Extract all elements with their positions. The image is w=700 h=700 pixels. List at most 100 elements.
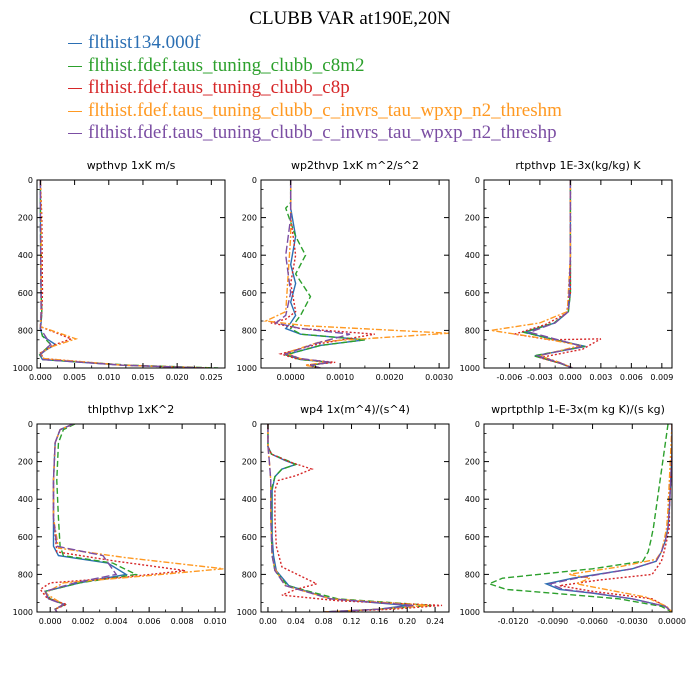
x-tick-label: 0.003 [589, 373, 612, 382]
x-tick-label: -0.003 [527, 373, 553, 382]
x-tick-label: 0.0020 [376, 373, 404, 382]
x-tick-label: -0.0060 [577, 617, 608, 626]
y-tick-label: 800 [465, 326, 480, 335]
legend-entry: flthist.fdef.taus_tuning_clubb_c8m2 [68, 55, 562, 78]
legend-swatch [68, 133, 82, 135]
series-group [38, 180, 219, 368]
series-line [527, 180, 583, 368]
legend-label: flthist.fdef.taus_tuning_clubb_c_invrs_t… [88, 99, 562, 121]
x-tick-label: 0.00 [259, 617, 277, 626]
x-tick-label: 0.002 [72, 617, 95, 626]
y-tick-label: 1000 [237, 364, 257, 373]
series-line [44, 424, 118, 612]
series-group [263, 180, 449, 368]
series-line [559, 424, 672, 612]
x-tick-label: 0.08 [315, 617, 333, 626]
series-line [39, 180, 212, 368]
legend-swatch [68, 110, 82, 112]
y-tick-label: 400 [465, 251, 480, 260]
y-tick-label: 600 [465, 533, 480, 542]
series-line [568, 424, 672, 612]
x-tick-label: -0.0120 [498, 617, 529, 626]
series-line [274, 180, 351, 368]
legend-label: flthist.fdef.taus_tuning_clubb_c8p [88, 77, 350, 98]
panel: rtpthvp 1E-3x(kg/kg) K 0 200 400 600 800 1000 -… [460, 159, 674, 382]
series-line [263, 180, 449, 368]
x-tick-label: 0.0000 [658, 617, 686, 626]
x-tick-label: 0.005 [63, 373, 86, 382]
legend-entry: flthist.fdef.taus_tuning_clubb_c_invrs_t… [68, 122, 562, 145]
series-line [267, 424, 432, 612]
series-line [267, 424, 429, 612]
x-tick-label: 0.004 [105, 617, 128, 626]
legend: flthist134.000f flthist.fdef.taus_tuning_… [68, 32, 562, 145]
x-tick-label: 0.008 [171, 617, 194, 626]
legend-swatch [68, 65, 82, 67]
panel: thlpthvp 1xK^2 0 200 400 600 800 1000 0.000 0.00… [13, 403, 227, 626]
x-tick-label: 0.0010 [326, 373, 354, 382]
series-group [39, 424, 224, 612]
plot-frame [36, 423, 226, 613]
series-line [267, 424, 415, 612]
x-tick-label: 0.000 [39, 617, 62, 626]
y-tick-label: 600 [18, 533, 33, 542]
x-tick-label: 0.0000 [277, 373, 305, 382]
legend-swatch [68, 43, 82, 45]
series-group [491, 180, 602, 368]
panel: wprtpthlp 1-E-3x(m kg K)/(s kg) 0 200 400 60… [460, 403, 686, 626]
x-tick-label: 0.20 [398, 617, 416, 626]
series-line [543, 424, 672, 612]
x-tick-label: 0.010 [204, 617, 227, 626]
x-tick-label: 0.006 [620, 373, 643, 382]
legend-entry: flthist.fdef.taus_tuning_clubb_c_invrs_t… [68, 100, 562, 123]
y-tick-label: 200 [242, 458, 257, 467]
series-line [38, 180, 205, 368]
legend-label: flthist.fdef.taus_tuning_clubb_c_invrs_t… [88, 122, 557, 143]
series-group [487, 424, 672, 612]
y-tick-label: 400 [242, 251, 257, 260]
series-line [267, 424, 443, 612]
y-tick-label: 600 [242, 533, 257, 542]
legend-entry: flthist.fdef.taus_tuning_clubb_c8p [68, 77, 562, 100]
series-line [283, 180, 365, 368]
y-tick-label: 1000 [460, 608, 480, 617]
x-tick-label: -0.0030 [617, 617, 648, 626]
y-tick-label: 0 [28, 176, 33, 185]
series-line [547, 424, 672, 612]
figure-title: CLUBB VAR at190E,20N [249, 8, 451, 29]
x-tick-label: -0.0090 [537, 617, 568, 626]
x-tick-label: 0.009 [650, 373, 673, 382]
series-group [267, 424, 443, 612]
y-tick-label: 0 [252, 176, 257, 185]
y-tick-label: 800 [242, 326, 257, 335]
x-tick-label: 0.020 [166, 373, 189, 382]
y-tick-label: 200 [18, 214, 33, 223]
y-tick-label: 600 [242, 289, 257, 298]
y-tick-label: 1000 [13, 608, 33, 617]
series-line [514, 180, 602, 368]
x-tick-label: 0.010 [97, 373, 120, 382]
y-tick-label: 800 [242, 570, 257, 579]
y-tick-label: 0 [252, 420, 257, 429]
plot-frame [260, 423, 450, 613]
legend-label: flthist134.000f [88, 32, 201, 53]
x-tick-label: 0.015 [132, 373, 155, 382]
x-tick-label: 0.24 [426, 617, 444, 626]
series-line [39, 180, 205, 368]
x-tick-label: 0.12 [343, 617, 361, 626]
y-tick-label: 200 [242, 214, 257, 223]
y-tick-label: 200 [465, 214, 480, 223]
plot-frame [36, 179, 226, 369]
series-line [267, 424, 408, 612]
series-line [44, 424, 139, 612]
y-tick-label: 0 [475, 420, 480, 429]
y-tick-label: 1000 [460, 364, 480, 373]
y-tick-label: 400 [18, 251, 33, 260]
x-tick-label: 0.16 [370, 617, 388, 626]
x-tick-label: 0.000 [559, 373, 582, 382]
series-line [487, 424, 672, 612]
